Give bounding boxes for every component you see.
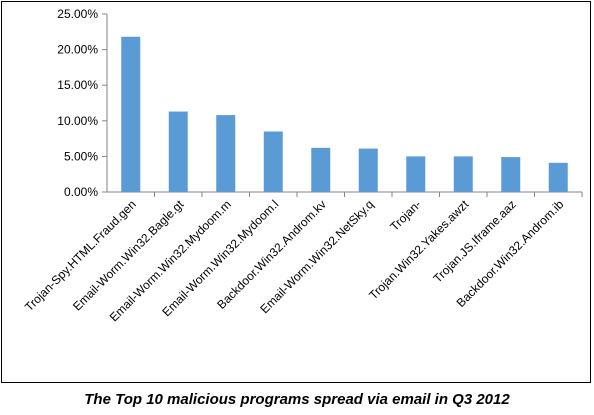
bar-chart: 0.00% 5.00% 10.00% 15.00% 20.00% 25.00% Trojan… (22, 7, 583, 324)
x-category-label: Trojan.JS.Iframe.aaz (431, 197, 519, 285)
label-layer: 0.00% 5.00% 10.00% 15.00% 20.00% 25.00% Trojan… (22, 7, 567, 324)
bar (406, 156, 426, 192)
y-tick-label: 20.00% (57, 43, 98, 57)
y-tick-label: 15.00% (57, 78, 98, 92)
x-category-label: Trojan- (387, 197, 423, 233)
bar (311, 147, 331, 192)
bar (548, 162, 568, 192)
bar (358, 148, 378, 192)
bar (501, 157, 521, 192)
bar (168, 111, 188, 192)
y-tick-label: 25.00% (57, 7, 98, 21)
bar (216, 115, 236, 192)
bar (453, 156, 473, 192)
chart-caption: The Top 10 malicious programs spread via… (84, 391, 510, 408)
y-tick-label: 10.00% (57, 114, 98, 128)
bar-layer (121, 36, 568, 193)
y-tick-label: 5.00% (64, 149, 98, 163)
bar (263, 131, 283, 192)
bar (121, 36, 141, 193)
y-tick-label: 0.00% (64, 185, 98, 199)
